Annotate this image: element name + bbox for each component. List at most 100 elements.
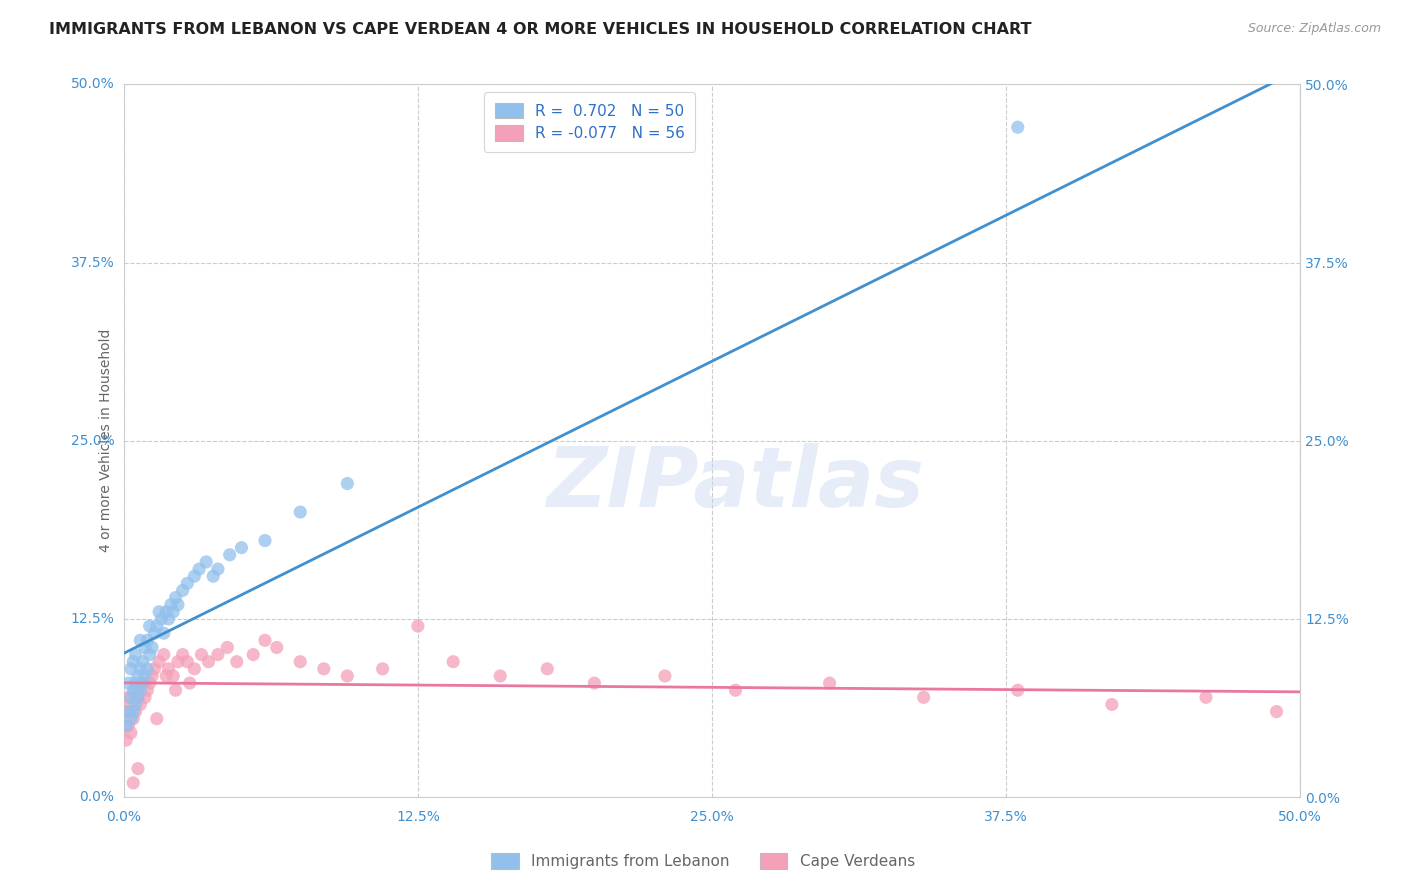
Text: ZIPatlas: ZIPatlas (547, 443, 924, 524)
Point (115, 719, 138, 733)
Point (129, 662, 152, 676)
Text: 12.5%: 12.5% (396, 810, 440, 824)
Point (153, 626, 176, 640)
Point (165, 591, 187, 605)
Point (242, 648, 264, 662)
Text: 37.5%: 37.5% (984, 810, 1028, 824)
Point (1195, 690, 1218, 705)
Point (167, 655, 190, 669)
Text: 25.0%: 25.0% (70, 434, 114, 448)
Point (134, 669, 156, 683)
Point (120, 690, 142, 705)
Text: 0.0%: 0.0% (79, 790, 114, 804)
Point (143, 626, 166, 640)
Point (115, 733, 138, 747)
Point (136, 633, 159, 648)
Point (172, 583, 194, 598)
Point (138, 676, 160, 690)
Point (148, 655, 170, 669)
Point (150, 612, 173, 626)
Point (654, 669, 676, 683)
Point (583, 676, 606, 690)
Point (120, 698, 142, 712)
Point (124, 683, 146, 698)
Text: IMMIGRANTS FROM LEBANON VS CAPE VERDEAN 4 OR MORE VEHICLES IN HOUSEHOLD CORRELAT: IMMIGRANTS FROM LEBANON VS CAPE VERDEAN … (49, 22, 1032, 37)
Text: 50.0%: 50.0% (70, 78, 114, 92)
Point (176, 576, 198, 591)
Point (122, 776, 145, 790)
Point (207, 648, 229, 662)
Point (148, 605, 170, 619)
Point (183, 569, 205, 583)
Point (134, 690, 156, 705)
Point (489, 669, 512, 683)
Point (127, 690, 149, 705)
Point (127, 669, 149, 683)
Point (117, 690, 139, 705)
Point (217, 640, 239, 655)
Point (134, 640, 156, 655)
Point (231, 541, 253, 555)
Point (167, 598, 190, 612)
Point (120, 726, 142, 740)
Point (127, 690, 149, 705)
Text: 37.5%: 37.5% (70, 256, 114, 269)
Point (197, 655, 219, 669)
Point (290, 655, 312, 669)
Point (162, 669, 184, 683)
Point (145, 619, 167, 633)
Text: 25.0%: 25.0% (690, 810, 734, 824)
Point (141, 640, 163, 655)
Point (160, 598, 183, 612)
Point (141, 669, 163, 683)
Point (153, 648, 176, 662)
Point (207, 562, 229, 576)
Point (1265, 705, 1288, 719)
Point (120, 712, 142, 726)
Point (218, 548, 240, 562)
Point (266, 640, 288, 655)
Point (138, 619, 160, 633)
Point (129, 698, 152, 712)
Point (290, 505, 312, 519)
Point (165, 683, 187, 698)
Point (127, 762, 149, 776)
Point (190, 648, 212, 662)
Point (117, 705, 139, 719)
Point (188, 562, 211, 576)
Point (1101, 698, 1123, 712)
Point (120, 662, 142, 676)
Point (115, 705, 138, 719)
Point (1007, 120, 1029, 135)
Point (179, 676, 201, 690)
Point (122, 655, 145, 669)
Point (336, 476, 359, 491)
Point (724, 683, 747, 698)
Point (912, 690, 935, 705)
Point (225, 655, 247, 669)
Point (176, 655, 198, 669)
Point (818, 676, 841, 690)
Point (371, 662, 394, 676)
Point (336, 669, 359, 683)
Point (131, 676, 153, 690)
Point (155, 605, 177, 619)
Point (536, 662, 558, 676)
Point (195, 555, 218, 569)
Point (253, 633, 276, 648)
Point (145, 712, 167, 726)
Legend: Immigrants from Lebanon, Cape Verdeans: Immigrants from Lebanon, Cape Verdeans (481, 843, 925, 880)
Point (124, 698, 146, 712)
Text: 0.0%: 0.0% (107, 810, 142, 824)
Point (124, 648, 146, 662)
Point (202, 569, 225, 583)
Text: 12.5%: 12.5% (70, 612, 114, 626)
Point (122, 712, 145, 726)
Point (143, 662, 166, 676)
Point (117, 719, 139, 733)
Point (312, 662, 335, 676)
Point (138, 648, 160, 662)
Point (441, 655, 464, 669)
Point (122, 705, 145, 719)
Point (117, 676, 139, 690)
